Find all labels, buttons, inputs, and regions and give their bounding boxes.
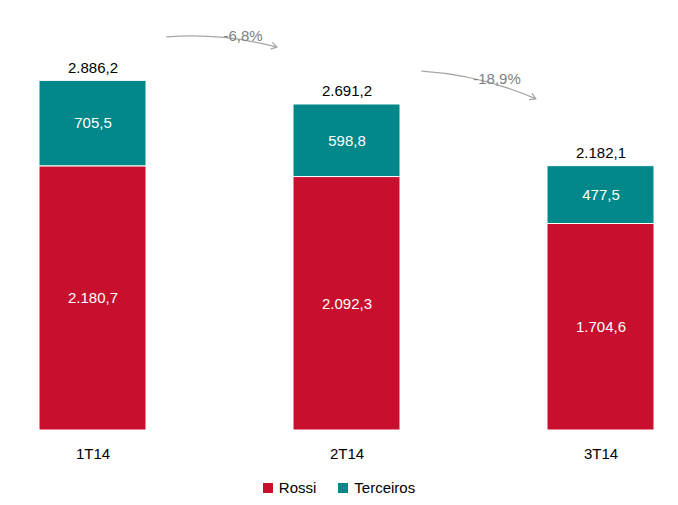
svg-text:3T14: 3T14 (584, 445, 618, 462)
svg-text:477,5: 477,5 (582, 186, 620, 203)
svg-text:2.182,1: 2.182,1 (576, 144, 626, 161)
svg-text:598,8: 598,8 (328, 132, 366, 149)
svg-text:2.691,2: 2.691,2 (322, 82, 372, 99)
svg-text:2.092,3: 2.092,3 (322, 295, 372, 312)
svg-text:2.886,2: 2.886,2 (68, 59, 118, 76)
svg-text:-18,9%: -18,9% (473, 70, 521, 87)
svg-text:2T14: 2T14 (330, 445, 364, 462)
svg-text:1.704,6: 1.704,6 (576, 318, 626, 335)
svg-text:705,5: 705,5 (74, 114, 112, 131)
svg-text:1T14: 1T14 (76, 445, 110, 462)
svg-text:2.180,7: 2.180,7 (68, 289, 118, 306)
html-text:Terceiros: Terceiros (354, 479, 416, 496)
svg-text:-6,8%: -6,8% (223, 27, 262, 44)
html-text:Rossi: Rossi (278, 479, 317, 496)
